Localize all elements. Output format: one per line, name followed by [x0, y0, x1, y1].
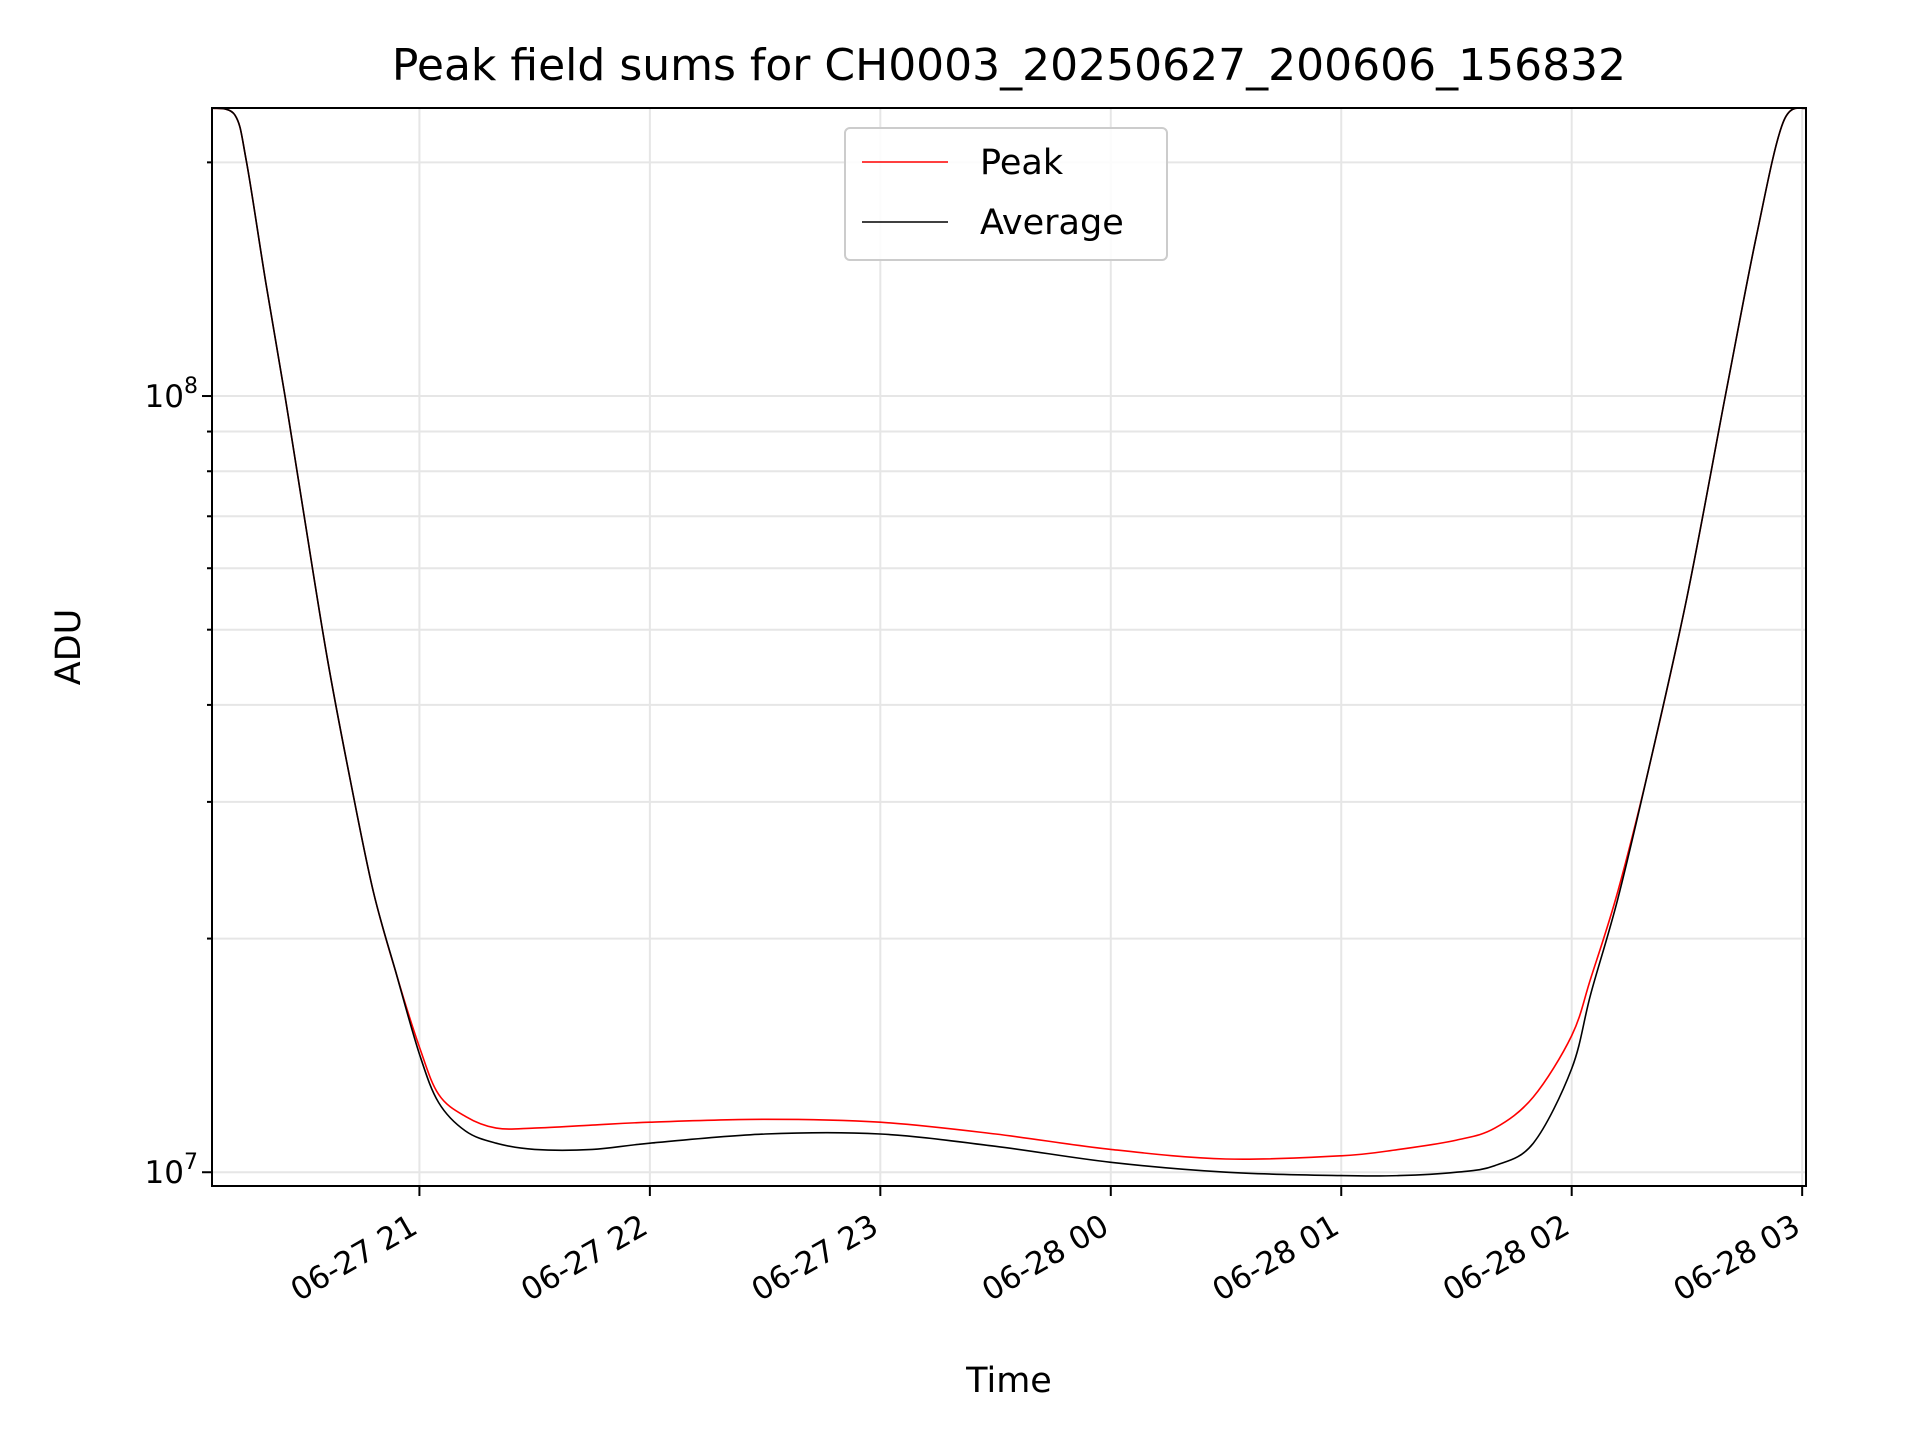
chart-title: Peak field sums for CH0003_20250627_2006… — [392, 40, 1626, 91]
y-axis-label: ADU — [49, 609, 89, 686]
x-axis-label: Time — [965, 1361, 1052, 1401]
legend-label-average: Average — [980, 203, 1124, 243]
legend: Peak Average — [844, 127, 1168, 261]
legend-label-peak: Peak — [980, 143, 1064, 183]
y-axis: 107 108 — [145, 161, 212, 1191]
legend-box — [844, 127, 1168, 261]
grid — [212, 108, 1806, 1186]
y-tick-label: 108 — [145, 374, 198, 415]
series-layer — [212, 108, 1806, 1177]
series-line-average — [212, 108, 1806, 1177]
y-tick-label: 107 — [145, 1150, 198, 1191]
plot-frame — [211, 107, 1807, 1187]
